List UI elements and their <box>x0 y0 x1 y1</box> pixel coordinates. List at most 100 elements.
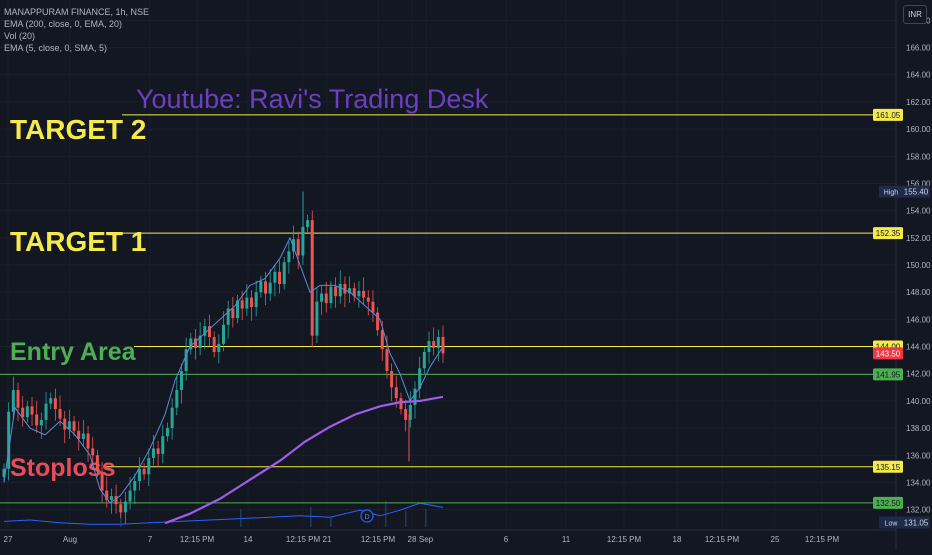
candle-body <box>296 239 300 256</box>
candle-body <box>250 297 254 308</box>
low-tag-name-bg <box>879 516 903 529</box>
price-tick-label: 164.00 <box>906 71 931 80</box>
candle-body <box>119 504 123 513</box>
svg-text:D: D <box>364 514 369 521</box>
watermark-text: Youtube: Ravi's Trading Desk <box>136 84 489 114</box>
volume-bar <box>310 507 312 527</box>
currency-button[interactable]: INR <box>903 5 927 24</box>
candle-body <box>380 330 384 350</box>
time-tick-label: 12:15 PM <box>361 535 396 544</box>
volume-bar <box>405 511 407 527</box>
time-axis[interactable]: 27 Aug 7 12:15 PM 14 12:15 PM 21 12:15 PM 28 Sep 6… <box>4 535 840 544</box>
candle-body <box>184 349 188 371</box>
candle-body <box>376 312 380 331</box>
candle-body <box>352 288 356 297</box>
candle-body <box>198 335 202 348</box>
level-price-tag: 132.50 <box>876 499 901 508</box>
indicator-marker: D <box>360 509 374 523</box>
time-tick-label: 11 <box>562 535 571 544</box>
level-price-tag-bg <box>873 108 903 121</box>
ema5-line <box>3 236 444 504</box>
candle-body <box>44 403 48 420</box>
price-tick-label: 162.00 <box>906 98 931 107</box>
level-price-tag: 144.00 <box>876 343 901 352</box>
current-price-tag: 143.50 <box>876 349 901 358</box>
candle-body <box>273 271 277 283</box>
volume-layer <box>3 501 444 527</box>
candle-body <box>86 433 90 449</box>
time-tick-label: 12:15 PM <box>805 535 840 544</box>
symbol-title[interactable]: MANAPPURAM FINANCE, 1h, NSE <box>4 7 150 17</box>
time-tick-label: 12:15 PM <box>705 535 740 544</box>
level-price-tag-bg <box>873 496 903 509</box>
candle-body <box>385 349 389 371</box>
candle-body <box>413 388 417 405</box>
candle-body <box>137 468 141 482</box>
candle-body <box>161 436 165 454</box>
time-tick-label: Aug <box>63 535 77 544</box>
time-tick-label: 28 <box>408 535 417 544</box>
candle-body <box>109 496 113 501</box>
candle-body <box>427 341 431 352</box>
time-tick-label: 25 <box>771 535 780 544</box>
price-tick-label: 146.00 <box>906 315 931 324</box>
candle-body <box>408 404 412 420</box>
candle-body <box>240 300 244 309</box>
chart-legend: MANAPPURAM FINANCE, 1h, NSE EMA (200, cl… <box>4 6 149 54</box>
candle-body <box>306 220 310 227</box>
candle-body <box>334 286 338 297</box>
candle-body <box>156 448 160 454</box>
price-tick-label: 150.00 <box>906 261 931 270</box>
candle-body <box>170 407 174 429</box>
time-tick-label: Sep <box>419 535 434 544</box>
level-label: TARGET 1 <box>10 226 146 257</box>
time-tick-label: 7 <box>148 535 153 544</box>
candle-body <box>348 288 352 294</box>
time-tick-label: 12:15 PM <box>180 535 215 544</box>
candle-body <box>39 419 43 426</box>
indicator-volume-label[interactable]: Vol (20) <box>4 31 36 41</box>
low-tag-value-bg <box>903 516 930 529</box>
candle-body <box>25 406 29 418</box>
level-label: TARGET 2 <box>10 114 146 145</box>
price-tick-label: 136.00 <box>906 451 931 460</box>
candle-body <box>165 428 169 437</box>
candles-layer <box>2 191 445 524</box>
candle-body <box>217 343 221 352</box>
candle-body <box>179 371 183 391</box>
candle-body <box>175 390 179 408</box>
ema200-line <box>164 395 444 525</box>
indicator-ema200-label[interactable]: EMA (200, close, 0, EMA, 20) <box>4 19 123 29</box>
candle-body <box>226 308 230 325</box>
candle-body <box>282 262 286 285</box>
price-tags: 161.05 152.35 144.00 141.95 135.15 132.50 143.… <box>873 108 930 529</box>
candle-body <box>91 448 95 456</box>
price-tick-label: 156.00 <box>906 179 931 188</box>
level-price-tag: 135.15 <box>876 463 901 472</box>
volume-bar <box>385 501 387 527</box>
level-label: Entry Area <box>10 338 137 366</box>
indicator-ema5-label[interactable]: EMA (5, close, 0, SMA, 5) <box>4 43 108 53</box>
level-price-tag: 152.35 <box>876 229 901 238</box>
candle-body <box>147 457 151 475</box>
candle-body <box>268 282 272 294</box>
volume-bar <box>425 509 427 527</box>
candle-body <box>324 293 328 304</box>
price-tick-label: 166.00 <box>906 44 931 53</box>
candle-body <box>49 398 53 404</box>
price-tick-label: 132.00 <box>906 506 931 515</box>
candle-body <box>105 490 109 501</box>
high-tag-value: 155.40 <box>904 188 929 197</box>
candle-body <box>203 326 207 336</box>
candle-body <box>404 409 408 420</box>
candle-body <box>189 338 193 350</box>
level-price-tag-bg <box>873 227 903 240</box>
candle-body <box>114 496 118 505</box>
candle-body <box>394 387 398 399</box>
level-label: Stoploss <box>10 454 116 482</box>
candle-body <box>432 341 436 348</box>
candle-body <box>100 471 104 491</box>
